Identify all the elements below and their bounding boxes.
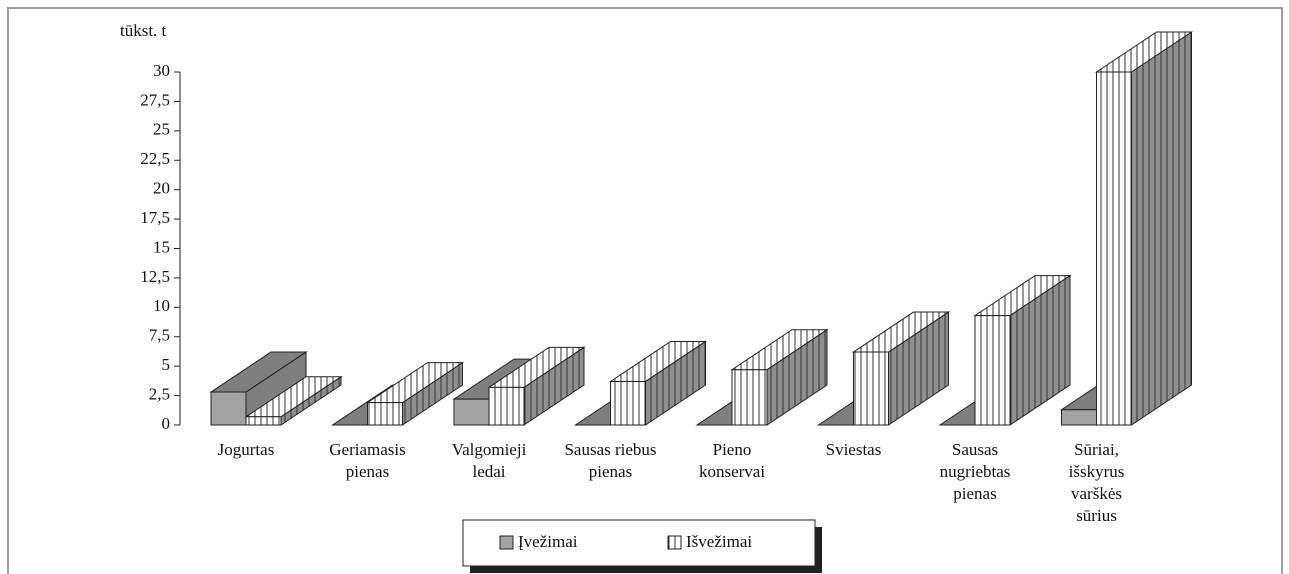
bar (1094, 31, 1194, 426)
legend-box (462, 519, 816, 567)
legend: Įvežimai Išvežimai (462, 519, 822, 573)
bar (973, 274, 1072, 426)
y-tick-label: 7,5 (149, 326, 170, 345)
bar (487, 346, 586, 426)
bar (608, 340, 708, 426)
y-tick-label: 27,5 (140, 90, 170, 109)
y-tick-label: 12,5 (140, 267, 170, 286)
bar (244, 375, 343, 426)
y-tick-label: 22,5 (140, 149, 170, 168)
bar-front (210, 391, 247, 426)
bar-front (974, 315, 1011, 426)
x-tick-label: Jogurtas (217, 440, 275, 459)
bar-front (1096, 71, 1132, 426)
y-tick-label: 5 (162, 355, 171, 374)
y-axis-label: tūkst. t (120, 21, 167, 40)
bar-front (853, 351, 889, 426)
legend-label: Išvežimai (686, 532, 752, 551)
x-tick-label: Sūriai, išskyrus varškės sūrius (1068, 440, 1125, 525)
legend-swatch (667, 535, 682, 550)
legend-swatch (499, 535, 514, 550)
x-tick-label: Sausas nugriebtas pienas (939, 440, 1011, 503)
bar (365, 361, 465, 426)
bar-front (488, 386, 525, 426)
y-tick-label: 15 (153, 237, 170, 256)
x-tick-label: Geriamasis pienas (329, 440, 406, 481)
bar-front (1061, 409, 1097, 426)
x-tick-label: Sausas riebus pienas (564, 440, 657, 481)
bar-front (367, 402, 403, 426)
y-tick-label: 30 (153, 61, 170, 80)
y-tick-label: 17,5 (140, 208, 170, 227)
frame (7, 7, 1283, 574)
x-tick-label: Sviestas (825, 440, 882, 459)
bar (730, 328, 829, 426)
bar-side (1131, 31, 1192, 426)
y-tick-label: 0 (162, 414, 171, 433)
y-tick-label: 10 (153, 296, 170, 315)
x-tick-label: Valgomieji ledai (451, 440, 527, 481)
bar-front (610, 380, 646, 426)
y-tick-label: 2,5 (149, 384, 170, 403)
bar-front (245, 416, 282, 426)
legend-label: Įvežimai (518, 532, 578, 551)
y-tick-label: 20 (153, 179, 170, 198)
bar (851, 311, 951, 426)
bar-front (453, 398, 490, 426)
bar-front (731, 369, 768, 426)
x-tick-label: Pieno konservai (698, 440, 766, 481)
y-tick-label: 25 (153, 120, 170, 139)
